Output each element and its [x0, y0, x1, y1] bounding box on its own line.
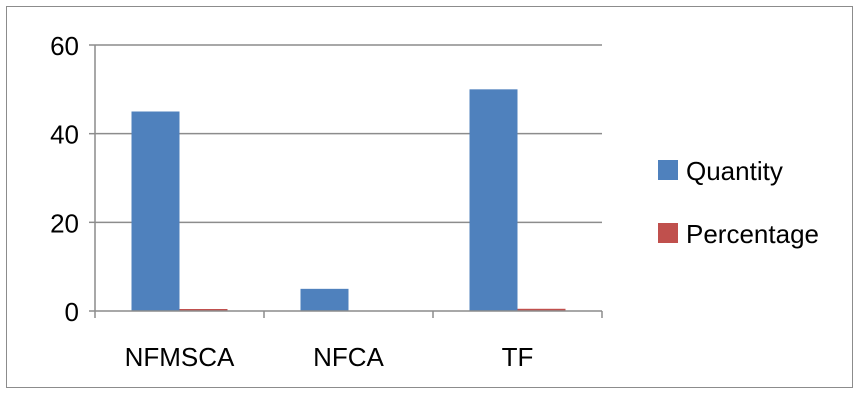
bar-percentage-tf: [517, 308, 566, 311]
bar-quantity-nfmsca: [131, 111, 180, 311]
y-tick-label: 40: [50, 120, 79, 150]
y-tick-label: 0: [65, 297, 79, 327]
y-tick-labels: 0 20 40 60: [50, 31, 79, 327]
axes: [89, 44, 603, 318]
y-tick-label: 60: [50, 31, 79, 61]
legend-swatch-quantity: [658, 160, 678, 180]
y-tick-label: 20: [50, 208, 79, 238]
legend-swatch-percentage: [658, 223, 678, 243]
bar-quantity-nfca: [300, 288, 349, 311]
x-tick-label: NFCA: [313, 342, 384, 372]
legend: Quantity Percentage: [658, 156, 819, 249]
legend-label-percentage: Percentage: [686, 219, 819, 249]
x-tick-label: NFMSCA: [125, 342, 235, 372]
bar-quantity-tf: [469, 89, 518, 311]
bars: [131, 89, 566, 311]
legend-label-quantity: Quantity: [686, 156, 783, 186]
bar-percentage-nfmsca: [179, 309, 228, 311]
x-tick-label: TF: [502, 342, 534, 372]
x-tick-labels: NFMSCA NFCA TF: [125, 342, 534, 372]
